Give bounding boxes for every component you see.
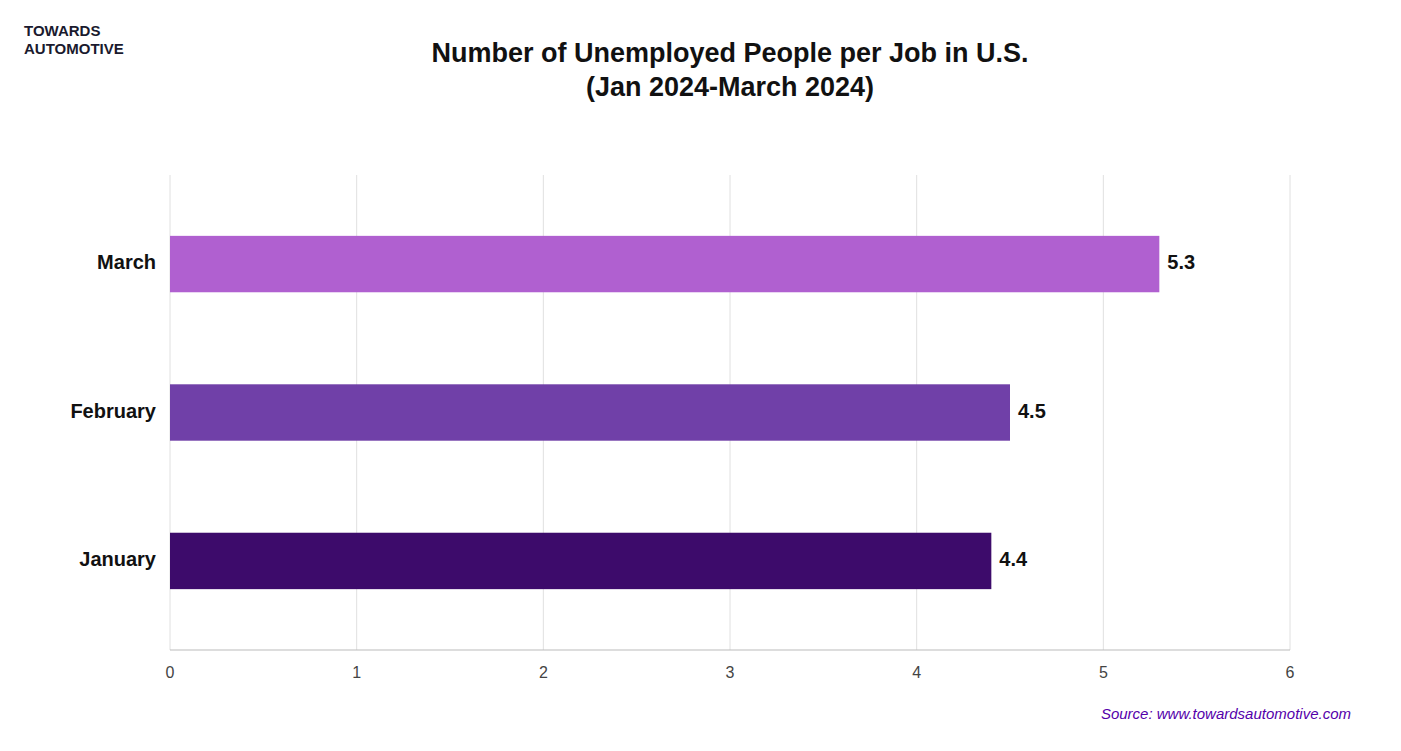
- data-label: 4.4: [999, 548, 1028, 570]
- x-tick-label: 3: [726, 664, 735, 681]
- labels: January 4.4 February 4.5 March 5.3: [70, 251, 1195, 570]
- chart-title: Number of Unemployed People per Job in U…: [431, 38, 1028, 102]
- source-text: Source: www.towardsautomotive.com: [1101, 705, 1351, 722]
- bars: [170, 236, 1159, 589]
- category-label: March: [97, 251, 156, 273]
- x-tick-label: 5: [1099, 664, 1108, 681]
- x-axis-line: [170, 650, 1290, 651]
- category-label: January: [79, 548, 157, 570]
- bar: [170, 533, 991, 589]
- category-label: February: [70, 400, 156, 422]
- data-label: 4.5: [1018, 400, 1046, 422]
- bar: [170, 384, 1010, 440]
- data-label: 5.3: [1167, 251, 1195, 273]
- logo-text: TOWARDSAUTOMOTIVE: [24, 22, 124, 57]
- x-tick-label: 6: [1286, 664, 1295, 681]
- chart-svg: Number of Unemployed People per Job in U…: [0, 0, 1401, 751]
- x-tick-label: 0: [166, 664, 175, 681]
- grid: [170, 175, 1290, 650]
- chart-container: Number of Unemployed People per Job in U…: [0, 0, 1401, 751]
- x-tick-label: 4: [912, 664, 921, 681]
- grid-line: [1290, 175, 1291, 650]
- x-tick-label: 1: [352, 664, 361, 681]
- x-tick-label: 2: [539, 664, 548, 681]
- bar: [170, 236, 1159, 292]
